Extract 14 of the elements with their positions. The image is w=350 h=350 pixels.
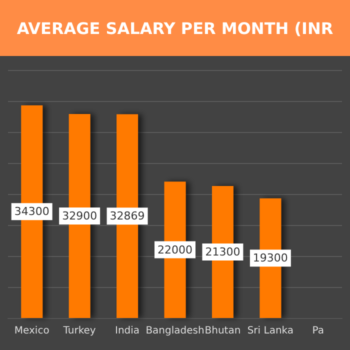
chart-title: AVERAGE SALARY PER MONTH (INR [0,0,350,56]
x-tick-label: India [115,326,140,336]
data-label: 22000 [158,243,192,256]
data-label: 32900 [62,210,98,223]
data-label: 21300 [205,245,240,258]
x-tick-label: Sri Lanka [247,326,294,336]
x-tick-label: Mexico [14,326,50,336]
x-tick-label: Bhutan [204,326,241,336]
data-label: 34300 [14,205,50,218]
x-tick-label: Bangladesh [146,326,204,336]
x-tick-label: Turkey [62,326,96,336]
x-tick-label: Pa [312,326,324,336]
data-label: 19300 [252,252,288,265]
data-label: 32869 [110,210,145,223]
